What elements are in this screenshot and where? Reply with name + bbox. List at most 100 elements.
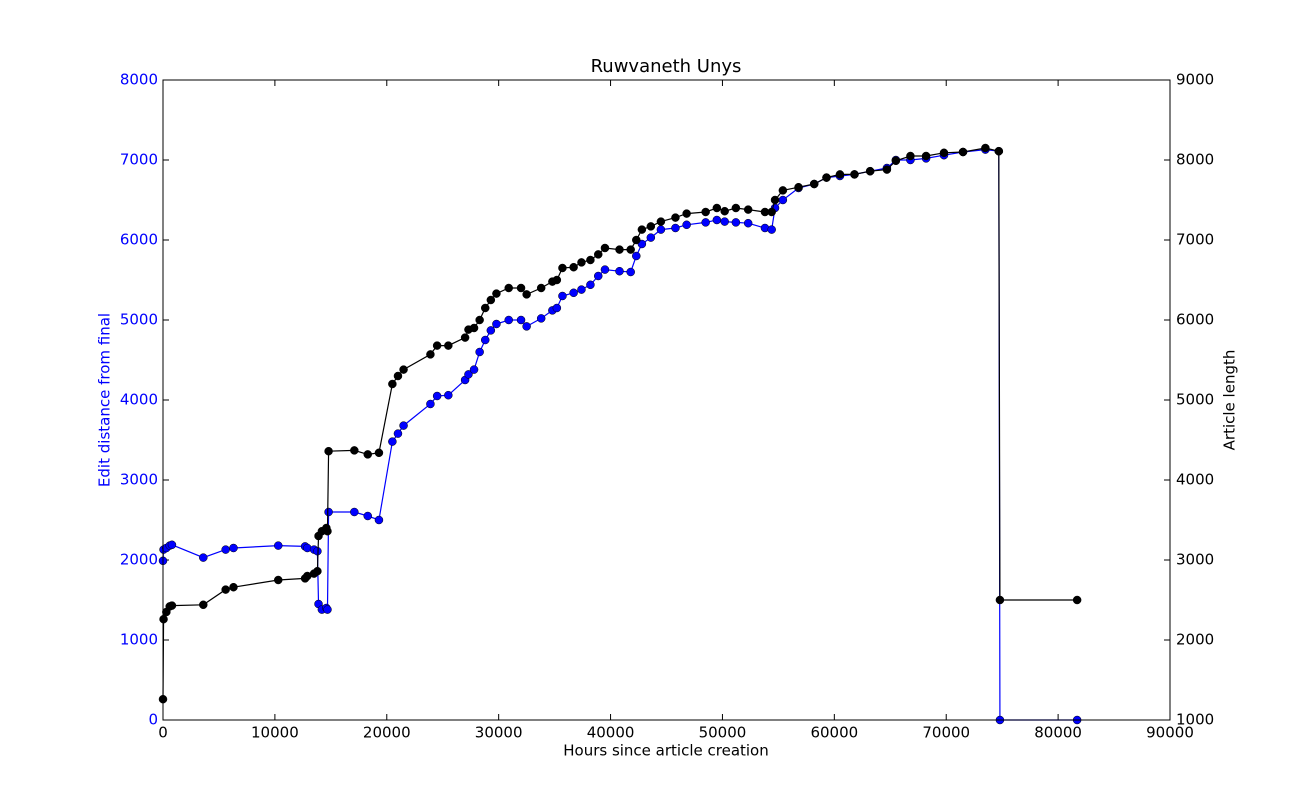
data-point bbox=[552, 275, 562, 285]
data-point bbox=[374, 515, 384, 525]
data-point bbox=[682, 209, 691, 218]
y2-tick-label: 3000 bbox=[1176, 551, 1214, 569]
data-point bbox=[671, 213, 680, 222]
data-point bbox=[273, 541, 283, 550]
data-point bbox=[464, 370, 473, 379]
data-point bbox=[1072, 595, 1082, 605]
data-point bbox=[767, 207, 776, 217]
data-point bbox=[600, 265, 610, 274]
data-point bbox=[865, 166, 875, 176]
x-tick-label: 10000 bbox=[251, 724, 299, 742]
data-point bbox=[891, 156, 901, 166]
x-tick-label: 40000 bbox=[587, 724, 635, 742]
x-tick-label: 90000 bbox=[1146, 724, 1194, 742]
data-point bbox=[656, 225, 666, 234]
y2-axis-label: Article length bbox=[1221, 350, 1239, 451]
data-point bbox=[399, 365, 408, 374]
data-point bbox=[671, 223, 680, 233]
data-point bbox=[167, 601, 177, 610]
data-point bbox=[835, 170, 845, 179]
y2-tick-label: 4000 bbox=[1176, 471, 1214, 489]
data-point bbox=[731, 218, 741, 227]
data-point bbox=[593, 250, 603, 259]
data-point bbox=[682, 220, 691, 230]
data-point bbox=[921, 151, 931, 161]
data-point bbox=[558, 291, 567, 301]
x-tick-label: 70000 bbox=[922, 724, 970, 742]
x-tick-label: 0 bbox=[158, 724, 168, 742]
chart-title: Ruwvaneth Unys bbox=[591, 56, 742, 77]
x-tick-label: 20000 bbox=[363, 724, 411, 742]
data-point bbox=[363, 450, 373, 459]
data-point bbox=[536, 283, 546, 293]
data-point bbox=[646, 233, 656, 242]
data-point bbox=[480, 335, 490, 345]
y2-tick-label: 5000 bbox=[1176, 391, 1214, 409]
y2-tick-label: 8000 bbox=[1176, 151, 1214, 169]
data-point bbox=[426, 350, 435, 359]
x-tick-label: 80000 bbox=[1034, 724, 1082, 742]
data-point bbox=[552, 303, 562, 313]
data-point bbox=[324, 446, 333, 456]
data-point bbox=[994, 146, 1004, 156]
data-point bbox=[388, 437, 397, 446]
data-point bbox=[444, 390, 453, 400]
data-point bbox=[516, 283, 526, 293]
plot-frame bbox=[162, 79, 1171, 721]
data-point bbox=[393, 429, 403, 438]
data-point bbox=[701, 218, 710, 227]
data-point bbox=[720, 217, 729, 226]
data-point bbox=[995, 595, 1005, 605]
y-tick-label: 0 bbox=[148, 711, 158, 729]
data-point bbox=[981, 143, 990, 153]
data-point bbox=[444, 341, 453, 350]
y-tick-label: 5000 bbox=[120, 311, 158, 329]
data-point bbox=[492, 319, 501, 329]
data-point bbox=[313, 566, 322, 576]
data-point bbox=[569, 288, 578, 298]
data-point bbox=[767, 225, 776, 234]
data-point bbox=[632, 235, 641, 245]
data-point bbox=[426, 399, 435, 409]
y2-tick-label: 9000 bbox=[1176, 71, 1214, 89]
data-point bbox=[731, 203, 741, 213]
data-point bbox=[615, 266, 624, 276]
data-point bbox=[159, 614, 168, 624]
y-tick-label: 1000 bbox=[120, 631, 158, 649]
data-point bbox=[374, 448, 384, 458]
data-point bbox=[393, 371, 403, 381]
data-point bbox=[432, 341, 442, 350]
data-point bbox=[577, 285, 586, 294]
y-tick-label: 4000 bbox=[120, 391, 158, 409]
y2-tick-label: 1000 bbox=[1176, 711, 1214, 729]
data-point bbox=[469, 323, 479, 333]
data-point bbox=[593, 271, 603, 281]
data-point bbox=[850, 170, 859, 179]
data-point bbox=[273, 575, 283, 585]
data-point bbox=[432, 391, 442, 401]
data-point bbox=[577, 258, 586, 267]
data-point bbox=[958, 147, 968, 157]
y-tick-label: 3000 bbox=[120, 471, 158, 489]
data-point bbox=[778, 195, 788, 205]
data-point bbox=[486, 295, 496, 305]
y-tick-label: 6000 bbox=[120, 231, 158, 249]
x-axis-label: Hours since article creation bbox=[563, 742, 769, 760]
y-axis-label: Edit distance from final bbox=[96, 313, 114, 487]
data-point bbox=[939, 148, 949, 158]
data-point bbox=[363, 511, 373, 521]
y-tick-label: 7000 bbox=[120, 151, 158, 169]
data-point bbox=[475, 347, 484, 357]
data-point bbox=[646, 222, 656, 231]
y2-tick-label: 7000 bbox=[1176, 231, 1214, 249]
data-point bbox=[167, 540, 177, 550]
data-point bbox=[809, 179, 819, 189]
data-point bbox=[504, 283, 513, 293]
data-point bbox=[615, 245, 624, 254]
data-point bbox=[626, 267, 635, 277]
data-point bbox=[906, 151, 915, 161]
data-point bbox=[720, 206, 729, 216]
data-point bbox=[350, 507, 359, 517]
data-point bbox=[504, 315, 513, 325]
